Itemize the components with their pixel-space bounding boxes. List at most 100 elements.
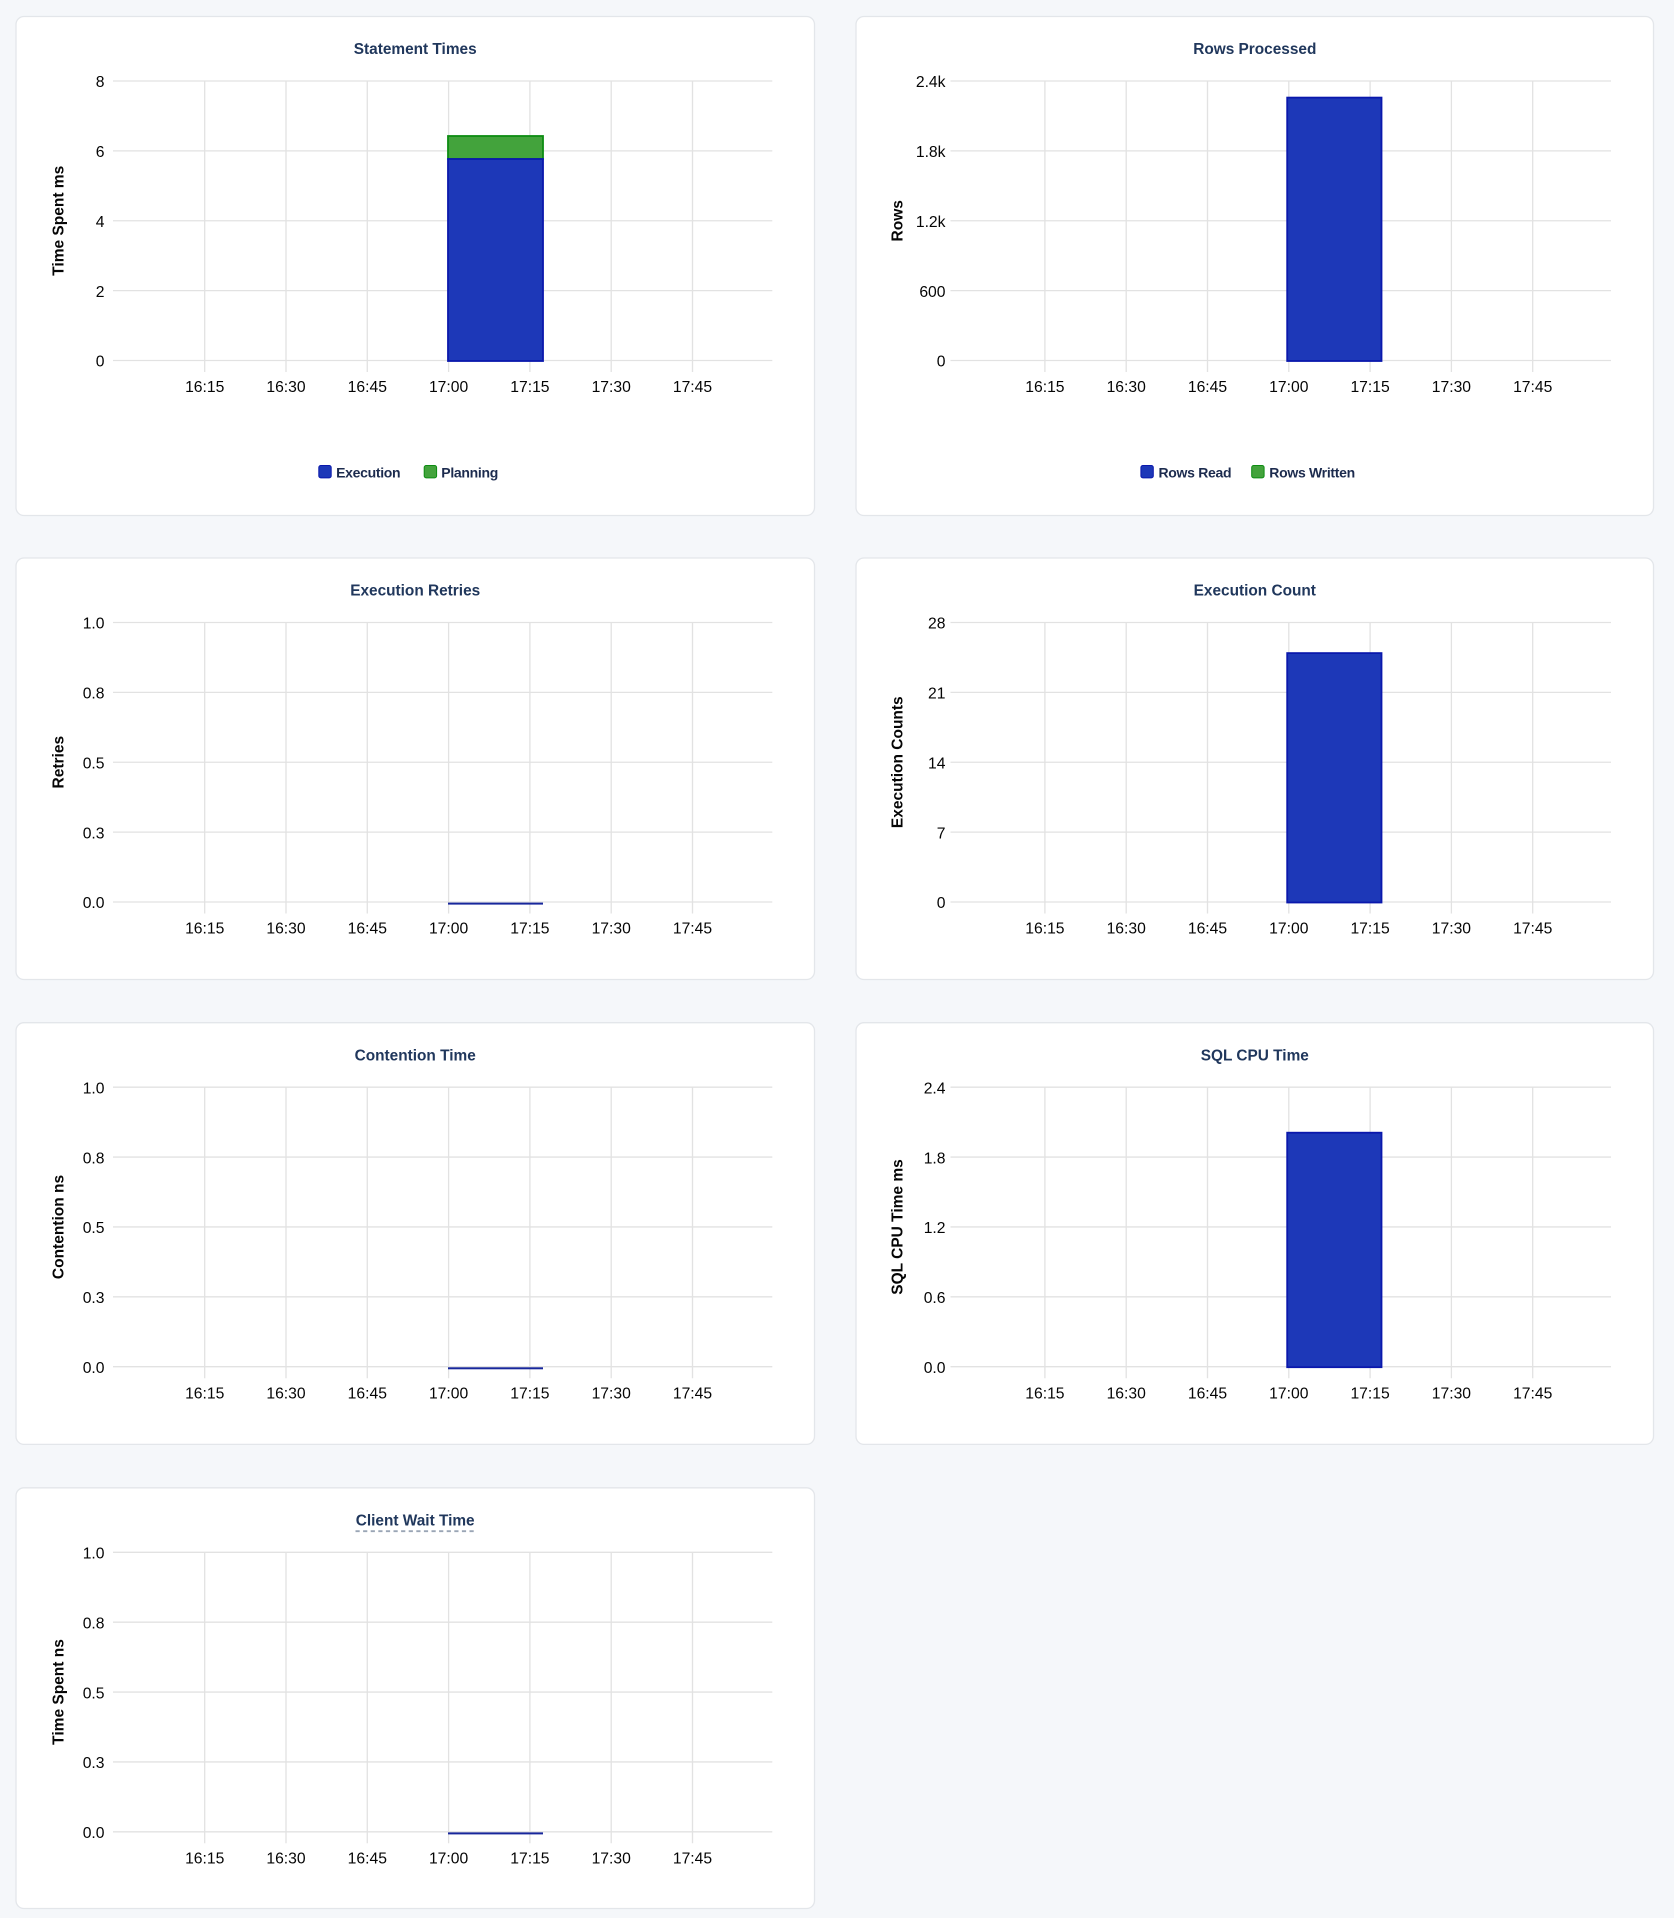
svg-text:600: 600 bbox=[919, 284, 945, 301]
svg-text:21: 21 bbox=[928, 686, 945, 703]
svg-text:2.4: 2.4 bbox=[924, 1080, 946, 1097]
svg-text:1.2k: 1.2k bbox=[916, 214, 946, 231]
svg-text:0: 0 bbox=[937, 895, 946, 912]
svg-text:7: 7 bbox=[937, 825, 946, 842]
svg-text:17:15: 17:15 bbox=[1350, 1385, 1390, 1402]
svg-text:16:30: 16:30 bbox=[266, 1385, 306, 1402]
svg-text:17:45: 17:45 bbox=[673, 921, 713, 938]
svg-text:17:15: 17:15 bbox=[510, 379, 550, 396]
svg-text:0: 0 bbox=[96, 354, 105, 371]
svg-text:2: 2 bbox=[96, 284, 105, 301]
svg-text:0.0: 0.0 bbox=[83, 1825, 105, 1842]
svg-text:17:30: 17:30 bbox=[1432, 921, 1472, 938]
svg-text:16:30: 16:30 bbox=[266, 1851, 306, 1868]
svg-text:17:45: 17:45 bbox=[1513, 1385, 1553, 1402]
svg-text:Time Spent ns: Time Spent ns bbox=[50, 1639, 67, 1745]
svg-text:0.5: 0.5 bbox=[83, 1220, 105, 1237]
svg-text:1.2: 1.2 bbox=[924, 1220, 946, 1237]
svg-text:28: 28 bbox=[928, 616, 946, 633]
svg-text:Rows: Rows bbox=[889, 200, 906, 241]
svg-text:17:15: 17:15 bbox=[1350, 379, 1390, 396]
svg-text:17:45: 17:45 bbox=[1513, 921, 1553, 938]
svg-text:SQL CPU Time: SQL CPU Time bbox=[1201, 1047, 1309, 1064]
svg-text:17:45: 17:45 bbox=[1513, 379, 1553, 396]
svg-text:0.3: 0.3 bbox=[83, 1290, 105, 1307]
svg-text:1.0: 1.0 bbox=[83, 616, 105, 633]
svg-text:16:30: 16:30 bbox=[266, 921, 306, 938]
svg-text:17:15: 17:15 bbox=[510, 921, 550, 938]
svg-text:6: 6 bbox=[96, 144, 105, 161]
svg-text:17:00: 17:00 bbox=[1269, 379, 1309, 396]
svg-text:16:30: 16:30 bbox=[1107, 1385, 1147, 1402]
svg-text:17:00: 17:00 bbox=[429, 1851, 469, 1868]
svg-text:0.0: 0.0 bbox=[83, 895, 105, 912]
svg-text:Rows Processed: Rows Processed bbox=[1193, 41, 1316, 58]
svg-text:0.3: 0.3 bbox=[83, 1755, 105, 1772]
svg-text:16:15: 16:15 bbox=[185, 379, 225, 396]
svg-text:17:15: 17:15 bbox=[510, 1851, 550, 1868]
svg-text:1.8: 1.8 bbox=[924, 1150, 946, 1167]
svg-text:Execution: Execution bbox=[336, 464, 400, 480]
svg-text:Execution Retries: Execution Retries bbox=[350, 583, 480, 600]
svg-text:17:30: 17:30 bbox=[592, 379, 632, 396]
svg-text:0.0: 0.0 bbox=[83, 1360, 105, 1377]
svg-text:0.5: 0.5 bbox=[83, 755, 105, 772]
svg-text:Time Spent ms: Time Spent ms bbox=[50, 166, 67, 276]
svg-text:17:00: 17:00 bbox=[429, 1385, 469, 1402]
svg-text:4: 4 bbox=[96, 214, 105, 231]
svg-text:17:45: 17:45 bbox=[673, 379, 713, 396]
svg-text:16:15: 16:15 bbox=[1025, 921, 1065, 938]
svg-text:2.4k: 2.4k bbox=[916, 74, 946, 91]
svg-text:0.8: 0.8 bbox=[83, 686, 105, 703]
svg-text:0: 0 bbox=[937, 354, 946, 371]
svg-text:Planning: Planning bbox=[441, 464, 498, 480]
svg-text:Rows Written: Rows Written bbox=[1269, 464, 1355, 480]
svg-text:0.0: 0.0 bbox=[924, 1360, 946, 1377]
svg-text:SQL CPU Time ms: SQL CPU Time ms bbox=[889, 1159, 906, 1295]
svg-text:Client Wait Time: Client Wait Time bbox=[356, 1513, 475, 1530]
svg-text:17:30: 17:30 bbox=[592, 1851, 632, 1868]
svg-text:1.0: 1.0 bbox=[83, 1546, 105, 1563]
svg-text:17:15: 17:15 bbox=[510, 1385, 550, 1402]
svg-text:17:30: 17:30 bbox=[592, 921, 632, 938]
svg-text:0.8: 0.8 bbox=[83, 1615, 105, 1632]
svg-text:Contention ns: Contention ns bbox=[50, 1175, 67, 1279]
svg-text:16:15: 16:15 bbox=[185, 921, 225, 938]
svg-text:16:45: 16:45 bbox=[1188, 921, 1228, 938]
svg-text:17:45: 17:45 bbox=[673, 1851, 713, 1868]
svg-text:17:00: 17:00 bbox=[429, 379, 469, 396]
svg-text:14: 14 bbox=[928, 755, 946, 772]
svg-text:16:15: 16:15 bbox=[185, 1851, 225, 1868]
svg-text:16:45: 16:45 bbox=[348, 921, 388, 938]
svg-text:16:30: 16:30 bbox=[1107, 921, 1147, 938]
svg-text:16:30: 16:30 bbox=[266, 379, 306, 396]
svg-text:Retries: Retries bbox=[50, 736, 67, 789]
svg-text:16:45: 16:45 bbox=[1188, 379, 1228, 396]
svg-text:16:30: 16:30 bbox=[1107, 379, 1147, 396]
svg-text:Rows Read: Rows Read bbox=[1159, 464, 1232, 480]
svg-text:16:15: 16:15 bbox=[1025, 379, 1065, 396]
svg-text:16:45: 16:45 bbox=[348, 1385, 388, 1402]
svg-text:0.3: 0.3 bbox=[83, 825, 105, 842]
svg-text:17:45: 17:45 bbox=[673, 1385, 713, 1402]
svg-text:0.6: 0.6 bbox=[924, 1290, 946, 1307]
svg-text:0.8: 0.8 bbox=[83, 1150, 105, 1167]
svg-text:17:00: 17:00 bbox=[1269, 921, 1309, 938]
svg-text:17:30: 17:30 bbox=[592, 1385, 632, 1402]
svg-text:16:45: 16:45 bbox=[1188, 1385, 1228, 1402]
svg-text:16:45: 16:45 bbox=[348, 379, 388, 396]
svg-text:8: 8 bbox=[96, 74, 105, 91]
svg-text:Contention Time: Contention Time bbox=[355, 1047, 477, 1064]
svg-text:17:30: 17:30 bbox=[1432, 379, 1472, 396]
svg-text:16:45: 16:45 bbox=[348, 1851, 388, 1868]
svg-text:17:30: 17:30 bbox=[1432, 1385, 1472, 1402]
svg-text:1.0: 1.0 bbox=[83, 1080, 105, 1097]
svg-text:17:15: 17:15 bbox=[1350, 921, 1390, 938]
svg-text:Statement Times: Statement Times bbox=[354, 41, 477, 58]
svg-text:16:15: 16:15 bbox=[185, 1385, 225, 1402]
svg-text:16:15: 16:15 bbox=[1025, 1385, 1065, 1402]
svg-text:17:00: 17:00 bbox=[429, 921, 469, 938]
svg-text:Execution Counts: Execution Counts bbox=[889, 696, 906, 828]
svg-text:17:00: 17:00 bbox=[1269, 1385, 1309, 1402]
svg-text:1.8k: 1.8k bbox=[916, 144, 946, 161]
